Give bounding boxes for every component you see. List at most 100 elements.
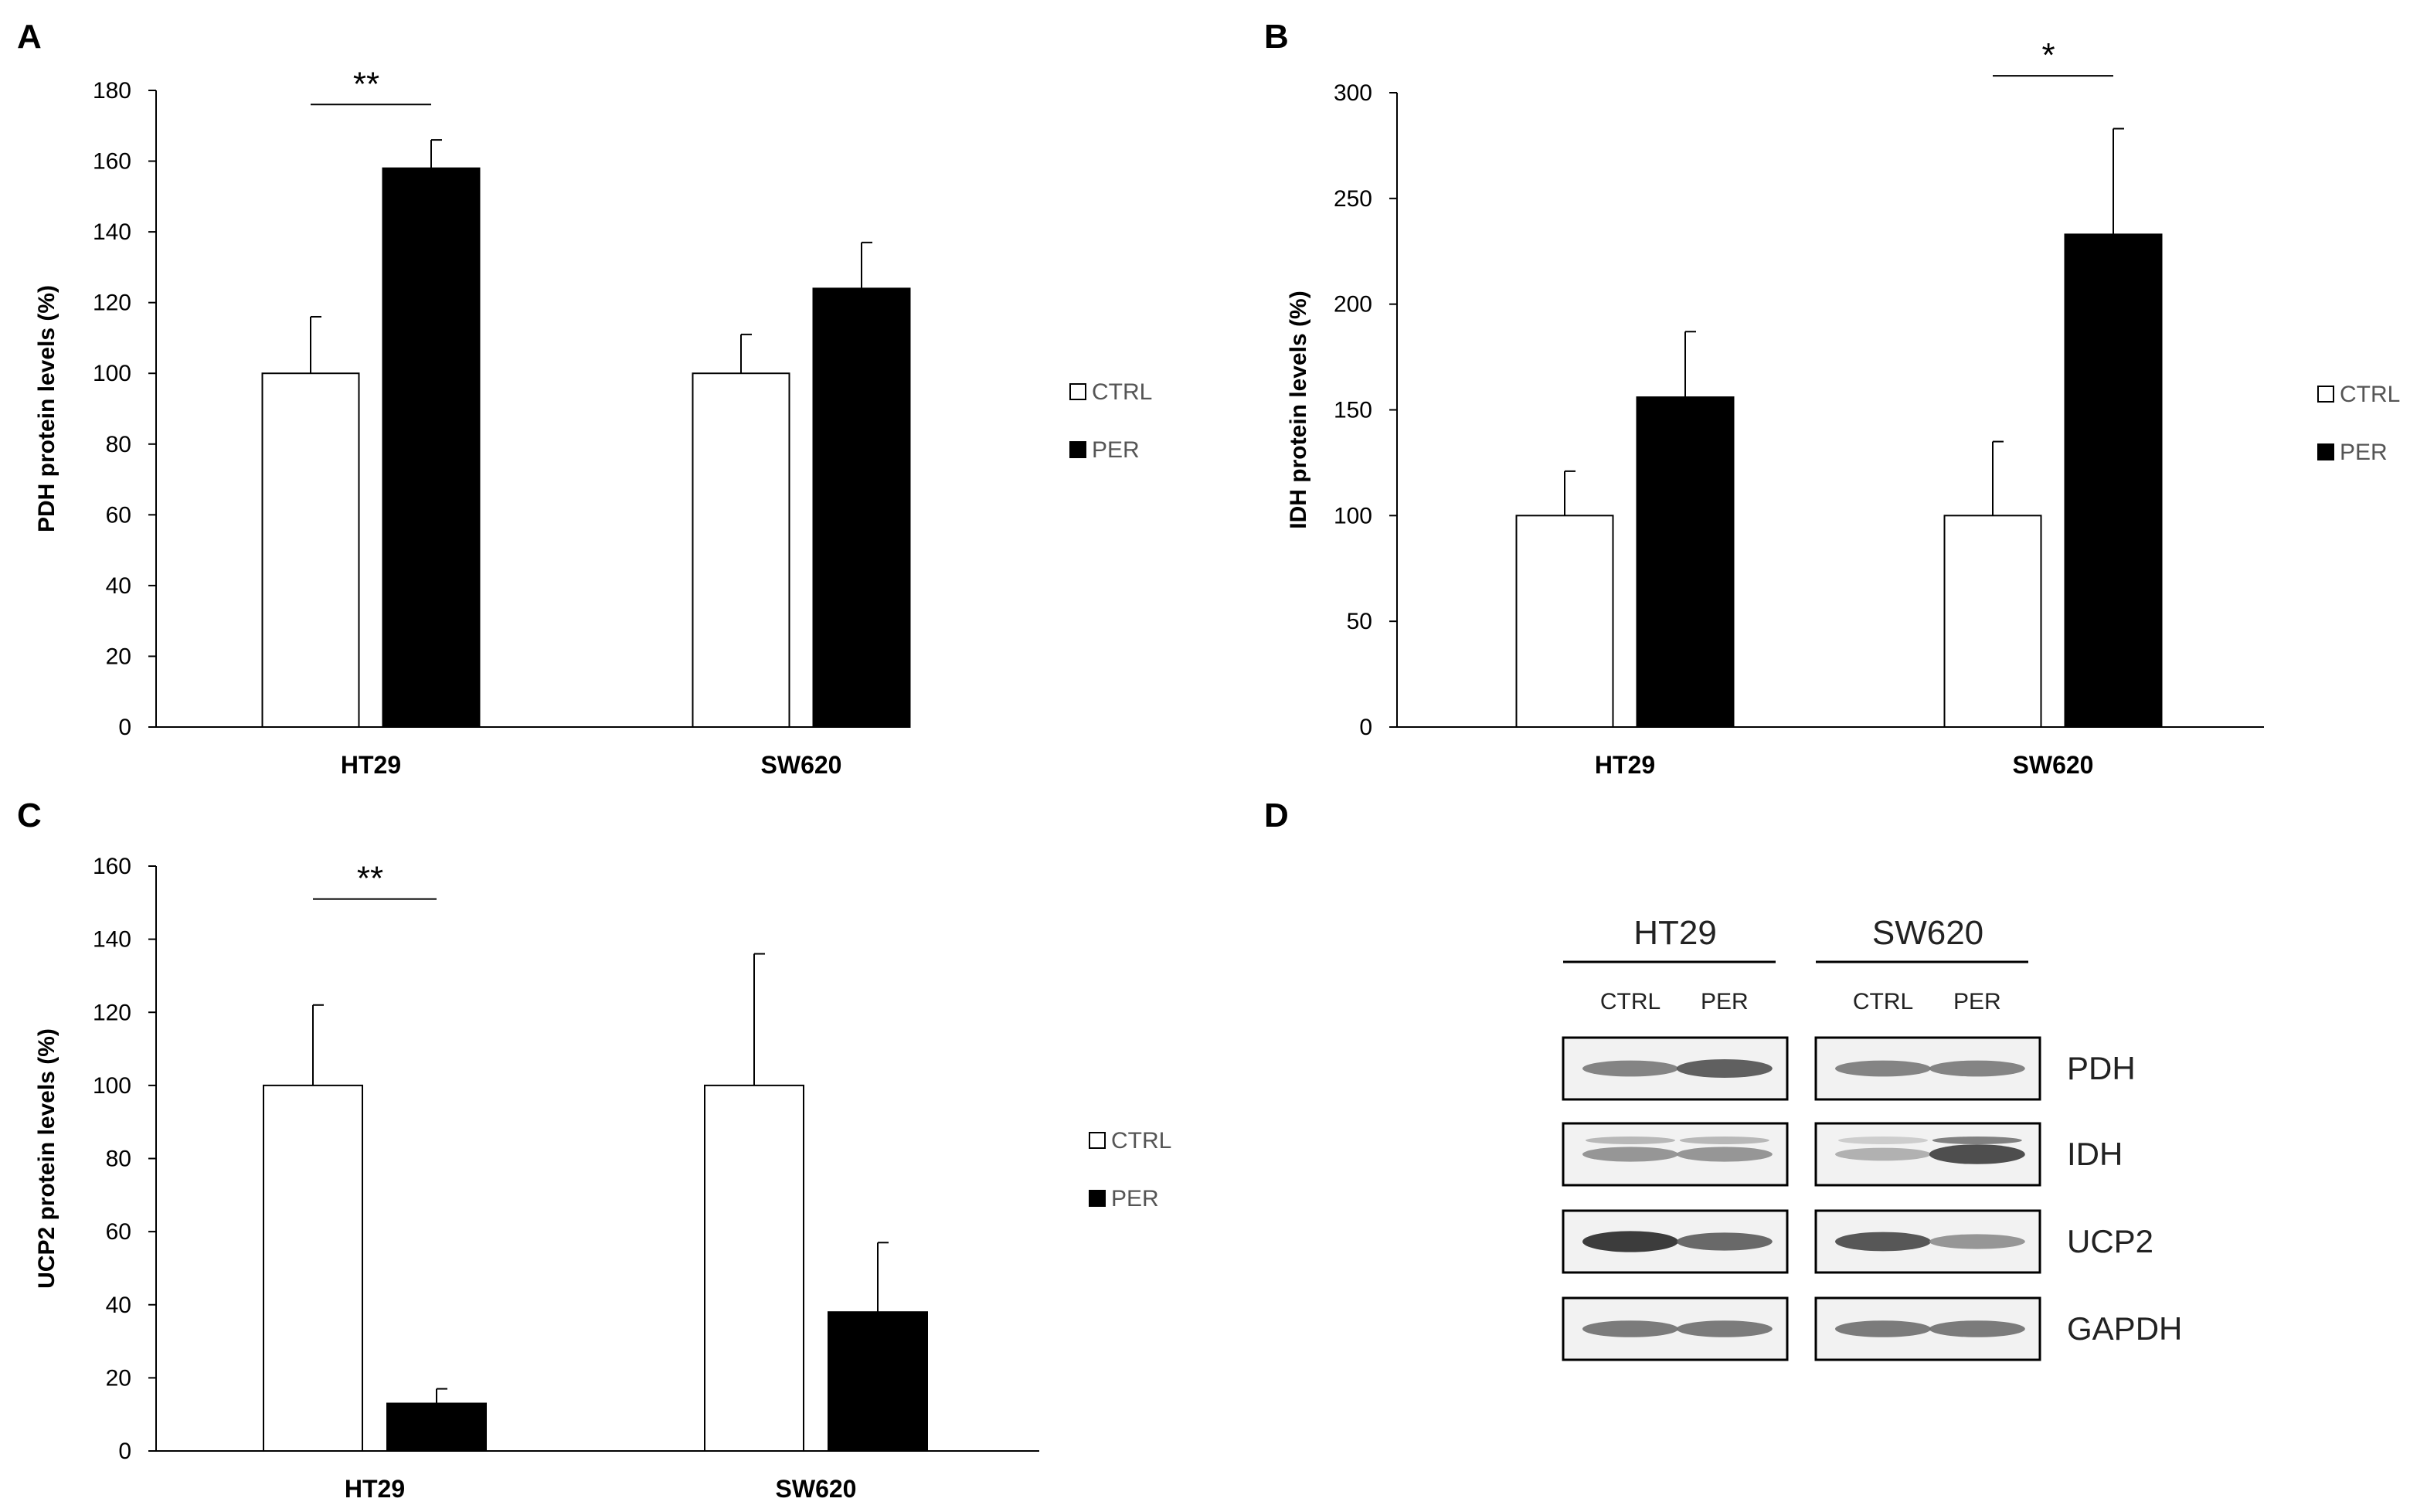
y-tick-label: 0 (118, 1439, 131, 1464)
legend-label-per: PER (1111, 1186, 1159, 1211)
blot-band (1582, 1147, 1678, 1162)
legend-swatch-per (1069, 441, 1086, 458)
blot-band (1929, 1060, 2025, 1077)
y-tick-label: 250 (1334, 186, 1372, 212)
blot-band (1676, 1147, 1773, 1162)
legend-label-per: PER (1092, 437, 1140, 463)
legend-label-ctrl: CTRL (1092, 379, 1152, 405)
panel-label-c: C (17, 797, 42, 834)
y-tick-label: 140 (93, 219, 131, 245)
legend-swatch-ctrl (1069, 383, 1086, 400)
blot-band (1835, 1060, 1931, 1077)
significance-marker: ** (353, 65, 379, 103)
bar-ctrl-ht29 (263, 1084, 363, 1452)
y-tick-label: 20 (106, 644, 131, 669)
legend-label-ctrl: CTRL (1111, 1128, 1171, 1154)
y-tick-label: 100 (93, 1073, 131, 1099)
x-category-label: HT29 (345, 1475, 405, 1503)
blot-band-upper (1838, 1137, 1928, 1144)
y-tick-label: 80 (106, 1147, 131, 1172)
legend-label-per: PER (2340, 440, 2388, 465)
blot-lane-label: CTRL (1853, 989, 1913, 1014)
bar-ctrl-sw620 (692, 372, 790, 728)
x-category-label: HT29 (1595, 751, 1655, 779)
y-tick-label: 120 (93, 291, 131, 316)
blot-band (1582, 1320, 1678, 1337)
bar-per-ht29 (386, 1402, 487, 1453)
y-tick-label: 60 (106, 1219, 131, 1245)
chart-c: 0 20 40 60 80 100 120 140 160 UCP2 protein levels… (34, 854, 1171, 1503)
blot-protein-label: IDH (2067, 1136, 2123, 1172)
x-category-label: HT29 (341, 751, 401, 779)
y-tick-label: 80 (106, 432, 131, 457)
legend-swatch-ctrl (2317, 386, 2334, 403)
blot-lane-label: CTRL (1600, 989, 1660, 1014)
blot-band (1835, 1320, 1931, 1337)
blot-band-upper (1679, 1137, 1769, 1144)
bar-per-ht29 (1636, 396, 1735, 729)
legend-swatch-per (2317, 443, 2334, 460)
blot-band-upper (1932, 1137, 2022, 1144)
blot-band (1582, 1231, 1678, 1252)
y-tick-label: 120 (93, 1000, 131, 1025)
blot-band (1835, 1147, 1931, 1161)
bar-per-sw620 (828, 1311, 928, 1453)
legend-swatch-per (1089, 1190, 1106, 1207)
blot-group-label: SW620 (1872, 914, 1983, 952)
blot-lane-label: PER (1701, 989, 1749, 1014)
bar-ctrl-sw620 (704, 1084, 804, 1452)
bar-ctrl-ht29 (261, 372, 360, 728)
x-category-label: SW620 (776, 1475, 857, 1503)
bar-ctrl-sw620 (1943, 515, 2042, 728)
significance-marker: * (2041, 36, 2055, 74)
blot-band (1676, 1232, 1773, 1251)
y-tick-label: 200 (1334, 292, 1372, 318)
y-tick-label: 0 (118, 715, 131, 740)
blot-band (1676, 1320, 1773, 1337)
bar-ctrl-ht29 (1515, 515, 1614, 728)
y-tick-label: 100 (93, 361, 131, 386)
bar-per-sw620 (2064, 233, 2163, 728)
y-tick-label: 50 (1347, 609, 1372, 634)
y-tick-label: 300 (1334, 80, 1372, 106)
blot-band (1582, 1060, 1678, 1077)
y-axis-title: UCP2 protein levels (%) (34, 1028, 59, 1289)
y-tick-label: 160 (93, 149, 131, 175)
panel-label-d: D (1264, 797, 1289, 834)
blot-protein-label: GAPDH (2067, 1310, 2182, 1347)
blot-band (1929, 1144, 2025, 1164)
x-category-label: SW620 (2013, 751, 2094, 779)
bar-per-sw620 (812, 287, 911, 729)
blot-protein-label: UCP2 (2067, 1223, 2153, 1259)
y-tick-label: 40 (106, 573, 131, 599)
blot-lane-label: PER (1953, 989, 2001, 1014)
blot-band (1929, 1320, 2025, 1337)
y-axis-title: PDH protein levels (%) (34, 285, 59, 532)
blot-group-label: HT29 (1633, 914, 1717, 952)
blot-band (1835, 1232, 1931, 1252)
blot-band (1676, 1059, 1773, 1078)
y-tick-label: 140 (93, 927, 131, 953)
y-tick-label: 100 (1334, 503, 1372, 528)
western-blot: HT29 CTRL PER SW620 CTRL PER PDH IDH UCP2 GAPDH (1562, 914, 2182, 1361)
blot-protein-label: PDH (2067, 1050, 2136, 1086)
panel-label-b: B (1264, 18, 1289, 56)
panel-label-a: A (17, 18, 42, 56)
blot-band-upper (1586, 1137, 1675, 1144)
y-axis-title: IDH protein levels (%) (1286, 291, 1311, 528)
chart-b: 0 50 100 150 200 250 300 IDH protein levels (%)… (1286, 36, 2400, 779)
y-tick-label: 20 (106, 1365, 131, 1391)
y-tick-label: 40 (106, 1293, 131, 1318)
chart-a: 0 20 40 60 80 100 120 140 160 180 PDH protein leve… (34, 65, 1152, 779)
y-tick-label: 60 (106, 502, 131, 528)
y-tick-label: 160 (93, 854, 131, 879)
bar-per-ht29 (382, 167, 481, 728)
legend-swatch-ctrl (1089, 1132, 1106, 1149)
legend-label-ctrl: CTRL (2340, 382, 2400, 407)
y-tick-label: 180 (93, 78, 131, 104)
y-tick-label: 150 (1334, 398, 1372, 423)
significance-marker: ** (357, 860, 383, 898)
x-category-label: SW620 (761, 751, 842, 779)
y-tick-label: 0 (1359, 715, 1372, 740)
